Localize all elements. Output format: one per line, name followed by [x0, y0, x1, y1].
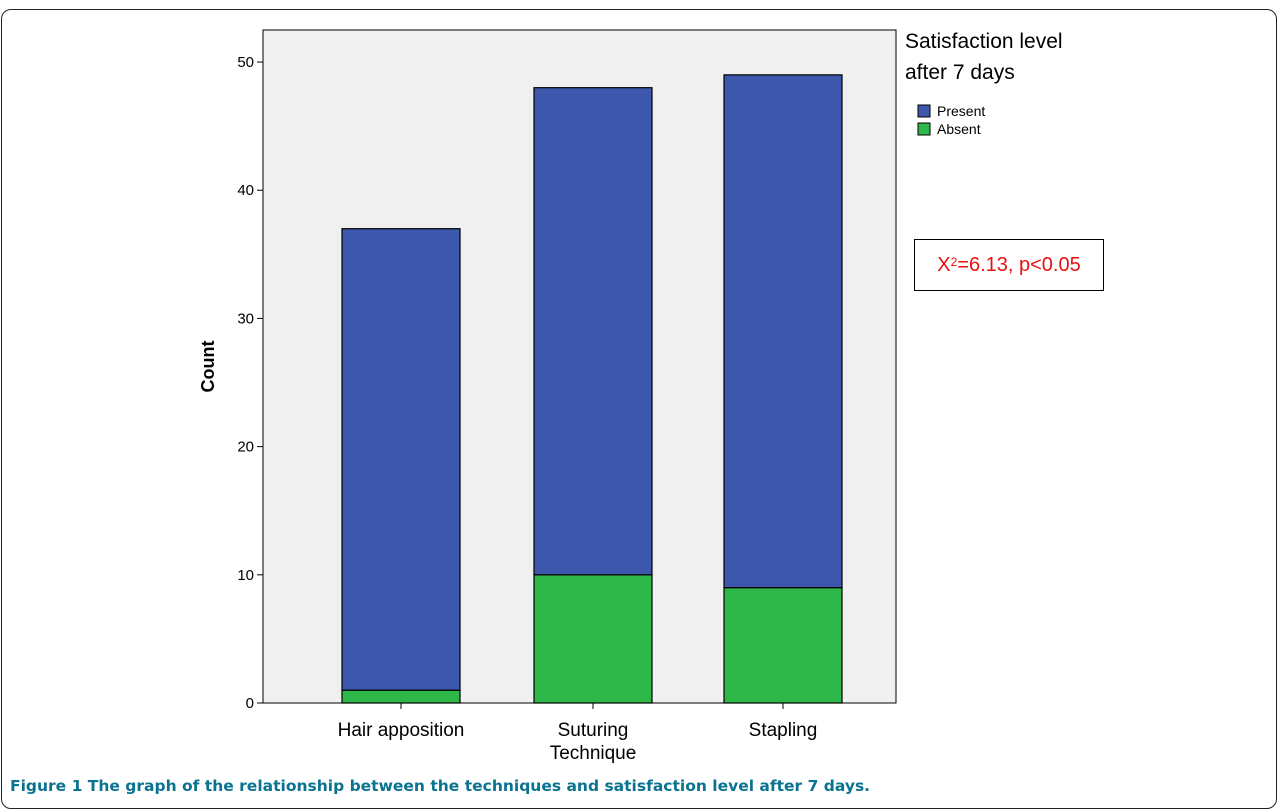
- y-tick-label: 40: [237, 182, 254, 199]
- x-tick-label: Suturing: [558, 720, 629, 741]
- legend-label-absent: Absent: [937, 121, 981, 137]
- stat-text: =6.13, p<0.05: [957, 253, 1081, 276]
- y-axis-label: Count: [198, 341, 218, 393]
- bar-present: [723, 74, 843, 589]
- y-tick-label: 10: [237, 567, 254, 584]
- bar-present: [341, 228, 461, 691]
- y-tick-label: 20: [237, 439, 254, 456]
- bar-absent: [341, 689, 461, 704]
- legend-swatch-present: [917, 104, 931, 118]
- legend-title: Satisfaction level: [905, 30, 1063, 53]
- y-tick-label: 50: [237, 54, 254, 71]
- y-tick-label: 0: [246, 695, 254, 712]
- x-tick-label: Stapling: [749, 720, 818, 741]
- statistic-annotation: X 2 =6.13, p<0.05: [914, 239, 1104, 291]
- chi-symbol: X: [937, 253, 951, 276]
- legend-swatch-absent: [917, 122, 931, 136]
- bar-present: [533, 87, 653, 576]
- x-tick-label: Technique: [550, 743, 637, 764]
- legend-title: after 7 days: [905, 61, 1015, 84]
- caption-text: The graph of the relationship between th…: [87, 777, 871, 795]
- chi-superscript: 2: [950, 255, 958, 269]
- figure-caption: Figure 1 The graph of the relationship b…: [10, 777, 870, 795]
- bar-absent: [723, 587, 843, 704]
- figure-frame: [1, 9, 1277, 809]
- bar-absent: [533, 574, 653, 704]
- x-tick-label: Hair apposition: [338, 720, 465, 741]
- legend-label-present: Present: [937, 103, 985, 119]
- caption-label: Figure 1: [10, 777, 83, 795]
- y-tick-label: 30: [237, 310, 254, 327]
